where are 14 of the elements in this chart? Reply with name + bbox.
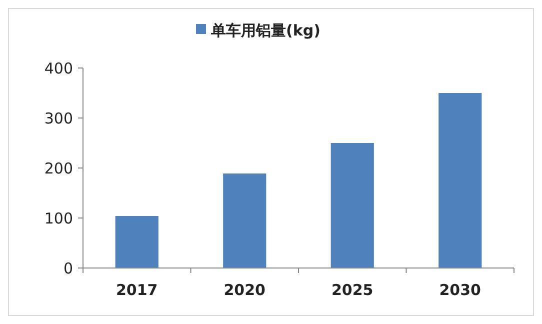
- bar: [223, 174, 266, 268]
- x-tick-label: 2020: [224, 281, 266, 299]
- bar: [438, 93, 482, 268]
- y-tick-label: 0: [63, 259, 73, 278]
- legend-label: 单车用铝量(kg): [210, 21, 320, 40]
- y-tick-label: 100: [44, 209, 73, 228]
- x-tick-label: 2025: [332, 281, 374, 299]
- y-tick-label: 200: [44, 159, 73, 178]
- bar: [330, 143, 374, 268]
- x-tick-label: 2017: [116, 281, 158, 299]
- x-tick-label: 2030: [439, 281, 481, 299]
- bar: [115, 216, 158, 268]
- y-tick-label: 300: [44, 109, 73, 128]
- y-tick-label: 400: [44, 59, 73, 78]
